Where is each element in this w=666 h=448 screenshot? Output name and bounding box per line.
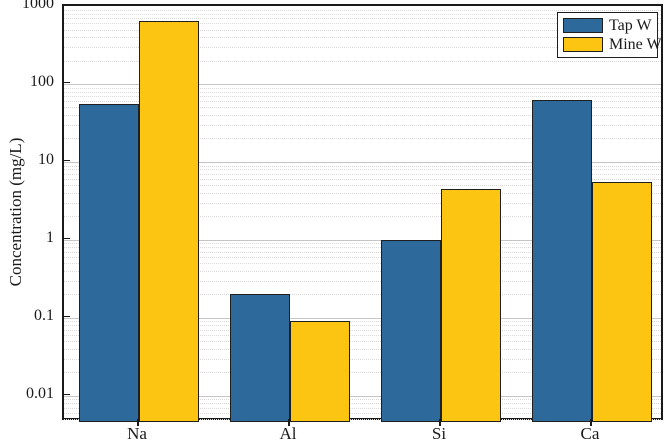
minor-gridline — [64, 101, 661, 103]
minor-gridline — [64, 341, 661, 343]
minor-gridline — [64, 280, 661, 282]
minor-gridline — [64, 138, 661, 140]
major-gridline — [64, 239, 661, 241]
y-tick-mark — [64, 159, 70, 162]
minor-gridline — [64, 329, 661, 331]
minor-gridline — [64, 46, 661, 48]
plot-area — [62, 4, 663, 422]
minor-gridline — [64, 179, 661, 181]
minor-gridline — [64, 115, 661, 116]
minor-gridline — [64, 403, 661, 405]
minor-gridline — [64, 165, 661, 167]
minor-gridline — [64, 407, 661, 409]
minor-gridline — [64, 216, 661, 218]
minor-gridline — [64, 91, 661, 93]
minor-gridline — [64, 348, 661, 350]
minor-gridline — [64, 124, 661, 126]
x-tick-label: Al — [279, 424, 297, 443]
tap-w-swatch — [563, 18, 603, 33]
y-tick-mark — [64, 237, 70, 240]
y-tick-label: 0.1 — [34, 306, 54, 324]
major-gridline — [64, 161, 661, 163]
bar-al-tap-w — [230, 294, 290, 422]
minor-gridline — [64, 107, 661, 109]
minor-gridline — [64, 192, 661, 194]
minor-gridline — [64, 37, 661, 38]
mine-w-swatch — [563, 37, 603, 52]
legend: Tap W Mine W — [557, 12, 662, 58]
major-gridline — [64, 317, 661, 319]
minor-gridline — [64, 29, 661, 31]
bar-ca-mine-w — [592, 182, 652, 422]
minor-gridline — [64, 251, 661, 253]
minor-gridline — [64, 18, 661, 20]
bar-si-mine-w — [441, 188, 501, 422]
y-tick-label: 1 — [46, 228, 54, 246]
minor-gridline — [64, 358, 661, 360]
y-tick-label: 0.01 — [26, 384, 54, 402]
bar-na-mine-w — [139, 20, 199, 422]
major-gridline — [64, 395, 661, 397]
y-tick-label: 10 — [38, 150, 54, 168]
minor-gridline — [64, 185, 661, 187]
bar-si-tap-w — [381, 239, 441, 422]
y-tick-mark — [64, 315, 70, 318]
y-tick-label: 1000 — [22, 0, 54, 12]
minor-gridline — [64, 399, 661, 401]
minor-gridline — [64, 321, 661, 323]
minor-gridline — [64, 372, 661, 374]
x-tick-mark — [137, 419, 139, 426]
x-tick-mark — [590, 419, 592, 426]
y-axis-title: Concentration (mg/L) — [6, 137, 25, 287]
minor-gridline — [64, 325, 661, 327]
minor-gridline — [64, 263, 661, 265]
minor-gridline — [64, 202, 661, 204]
minor-gridline — [64, 335, 661, 337]
minor-gridline — [64, 9, 661, 11]
minor-gridline — [64, 257, 661, 259]
minor-gridline — [64, 243, 661, 245]
x-tick-mark — [288, 419, 290, 426]
y-tick-mark — [64, 81, 70, 84]
minor-gridline — [64, 270, 661, 272]
y-tick-label: 100 — [30, 72, 54, 90]
x-tick-mark — [439, 419, 441, 426]
x-tick-label: Si — [431, 424, 447, 443]
minor-gridline — [64, 294, 661, 296]
y-tick-mark — [64, 393, 70, 396]
legend-item-mine-w: Mine W — [563, 35, 662, 54]
bar-al-mine-w — [290, 321, 350, 422]
legend-label-mine-w: Mine W — [609, 35, 662, 53]
minor-gridline — [64, 247, 661, 249]
minor-gridline — [64, 96, 661, 97]
minor-gridline — [64, 169, 661, 171]
legend-label-tap-w: Tap W — [609, 16, 652, 34]
minor-gridline — [64, 87, 661, 89]
minor-gridline — [64, 13, 661, 15]
x-tick-label: Na — [127, 424, 147, 443]
legend-item-tap-w: Tap W — [563, 16, 652, 35]
major-gridline — [64, 83, 661, 85]
bar-ca-tap-w — [532, 100, 592, 422]
bar-na-tap-w — [79, 104, 139, 422]
x-tick-label: Ca — [580, 424, 600, 443]
minor-gridline — [64, 60, 661, 62]
minor-gridline — [64, 413, 661, 414]
minor-gridline — [64, 23, 661, 25]
minor-gridline — [64, 174, 661, 175]
minor-gridline — [64, 419, 661, 421]
